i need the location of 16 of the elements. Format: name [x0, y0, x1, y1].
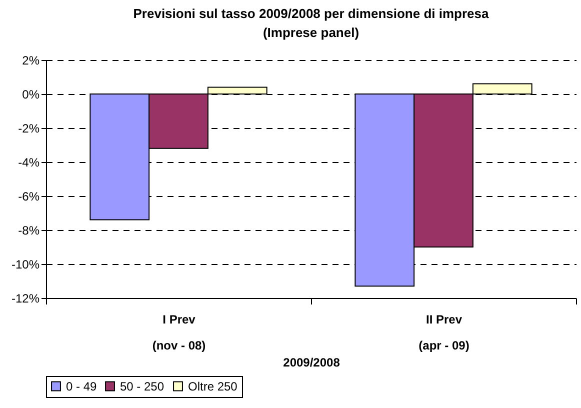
chart-title: Previsioni sul tasso 2009/2008 per dimensione di impresa — [133, 6, 490, 21]
legend-label: Oltre 250 — [188, 379, 238, 394]
y-tick-label: -12% — [11, 292, 40, 306]
x-tick-label: II Prev (apr - 09) — [418, 312, 470, 352]
y-tick-label: 2% — [22, 54, 40, 68]
legend-label: 50 - 250 — [120, 379, 164, 394]
y-tick-label: -10% — [11, 258, 40, 272]
chart-subtitle: (Imprese panel) — [262, 25, 360, 40]
x-tick-label: I Prev (nov - 08) — [152, 312, 206, 352]
x-axis-title: 2009/2008 — [283, 356, 340, 370]
y-tick-label: -6% — [18, 190, 40, 204]
y-tick-label: -8% — [18, 224, 40, 238]
y-tick-label: 0% — [22, 88, 40, 102]
y-tick-label: -4% — [18, 156, 40, 170]
legend-label: 0 - 49 — [66, 379, 98, 394]
y-tick-label: -2% — [18, 122, 40, 136]
